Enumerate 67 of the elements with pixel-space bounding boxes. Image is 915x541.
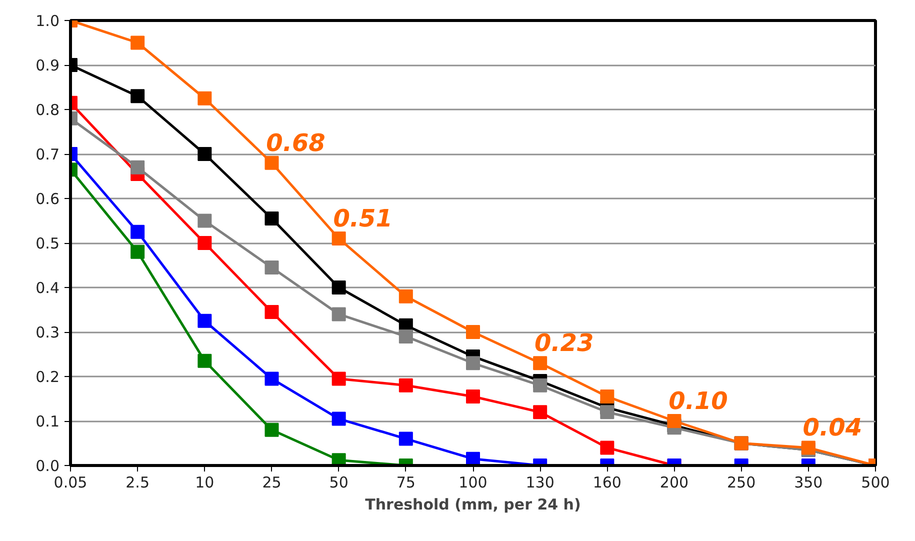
x-tick-label: 0.05 xyxy=(54,474,88,492)
point xyxy=(264,260,279,274)
point xyxy=(264,422,279,437)
point xyxy=(667,414,682,428)
x-tick-label: 350 xyxy=(794,474,823,492)
point xyxy=(533,378,548,392)
point xyxy=(600,440,614,455)
data-label: 0.10 xyxy=(668,387,728,415)
point xyxy=(533,356,548,370)
point xyxy=(332,307,346,322)
x-tick-label: 250 xyxy=(727,474,756,492)
point xyxy=(398,432,413,446)
point xyxy=(130,36,145,50)
y-tick-label: 0.2 xyxy=(36,368,60,386)
x-tick-label: 100 xyxy=(458,474,488,492)
point xyxy=(466,390,480,404)
data-label: 0.68 xyxy=(266,128,326,157)
x-tick-label: 75 xyxy=(396,474,416,492)
x-tick-label: 200 xyxy=(660,474,689,492)
y-tick-label: 0.8 xyxy=(36,101,60,119)
point xyxy=(130,160,145,174)
point xyxy=(332,280,346,294)
point xyxy=(264,156,279,170)
point xyxy=(198,91,212,106)
point xyxy=(130,89,145,104)
point xyxy=(332,412,346,426)
point xyxy=(398,378,413,392)
point xyxy=(198,236,212,250)
x-tick-label: 500 xyxy=(861,474,890,492)
x-tick-label: 25 xyxy=(262,474,282,492)
x-tick-label: 10 xyxy=(195,474,214,492)
point xyxy=(264,372,279,386)
y-tick-label: 0.7 xyxy=(36,146,60,164)
x-tick-label: 130 xyxy=(526,474,554,492)
y-tick-label: 0.1 xyxy=(36,412,60,430)
x-axis-title: Threshold (mm, per 24 h) xyxy=(365,496,581,514)
point xyxy=(264,212,279,226)
y-tick-label: 0.0 xyxy=(36,457,60,475)
point xyxy=(600,405,614,420)
data-label: 0.04 xyxy=(802,414,862,442)
point xyxy=(198,354,212,368)
point xyxy=(332,372,346,386)
point xyxy=(466,356,480,370)
point xyxy=(466,325,480,339)
y-tick-label: 0.4 xyxy=(36,279,60,297)
point xyxy=(130,224,145,239)
y-tick-label: 0.6 xyxy=(36,190,60,208)
y-tick-label: 0.5 xyxy=(36,234,60,252)
point xyxy=(600,390,614,404)
y-tick-label: 1.0 xyxy=(36,12,60,30)
point xyxy=(332,232,346,246)
point xyxy=(398,289,413,304)
point xyxy=(198,314,212,328)
x-tick-label: 2.5 xyxy=(126,474,150,492)
point xyxy=(533,405,548,420)
x-tick-label: 160 xyxy=(592,474,622,492)
data-label: 0.23 xyxy=(534,329,594,358)
point xyxy=(198,214,212,228)
y-tick-label: 0.3 xyxy=(36,324,60,342)
y-tick-label: 0.9 xyxy=(36,56,60,74)
point xyxy=(198,147,212,161)
x-tick-label: 50 xyxy=(329,474,348,492)
point xyxy=(466,452,480,466)
point xyxy=(130,244,145,259)
point xyxy=(264,304,279,319)
point xyxy=(398,329,413,344)
data-label: 0.51 xyxy=(333,204,392,233)
